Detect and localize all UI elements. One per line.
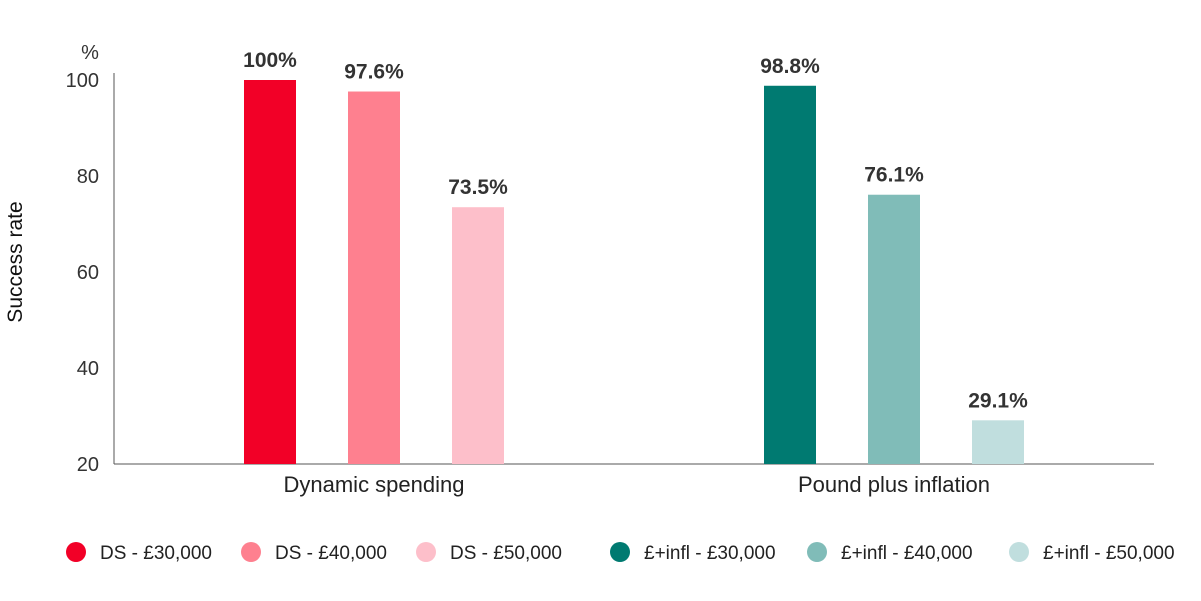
bar-value-label: 73.5% xyxy=(448,176,508,199)
data-labels: 100% 97.6% 73.5% 98.8% 76.1% 29.1% xyxy=(243,49,1028,412)
legend-label: £+infl - £50,000 xyxy=(1043,543,1175,564)
category-labels: Dynamic spending Pound plus inflation xyxy=(284,472,991,497)
category-label: Pound plus inflation xyxy=(798,472,990,497)
bar-value-label: 29.1% xyxy=(968,389,1028,412)
y-axis-title: Success rate xyxy=(4,201,27,322)
y-tick-label: 100 xyxy=(66,70,99,92)
bar-0-1 xyxy=(348,91,400,465)
legend-label: DS - £30,000 xyxy=(100,543,212,564)
legend-swatch xyxy=(1009,542,1029,562)
legend-label: DS - £50,000 xyxy=(450,543,562,564)
bars xyxy=(244,80,1024,465)
legend-swatch xyxy=(241,542,261,562)
y-tick-label: 60 xyxy=(77,262,99,284)
y-tick-label: 40 xyxy=(77,358,99,380)
bar-1-0 xyxy=(764,85,816,464)
legend-swatch xyxy=(66,542,86,562)
bar-value-label: 97.6% xyxy=(344,61,404,84)
y-tick-label: 80 xyxy=(77,166,99,188)
bar-1-2 xyxy=(972,420,1024,464)
y-axis-ticks: 20 40 60 80 100 xyxy=(66,70,99,476)
legend-swatch xyxy=(416,542,436,562)
bar-0-0 xyxy=(244,80,296,464)
bar-1-1 xyxy=(868,194,920,464)
bar-0-2 xyxy=(452,207,504,464)
legend-swatch xyxy=(610,542,630,562)
bar-value-label: 98.8% xyxy=(760,55,820,78)
bar-value-label: 76.1% xyxy=(864,164,924,187)
y-axis-unit-label: % xyxy=(81,42,99,64)
legend-label: DS - £40,000 xyxy=(275,543,387,564)
legend-label: £+infl - £30,000 xyxy=(644,543,776,564)
bar-value-label: 100% xyxy=(243,49,297,72)
legend-swatch xyxy=(807,542,827,562)
legend: DS - £30,000 DS - £40,000 DS - £50,000 £+in… xyxy=(66,542,1175,564)
y-tick-label: 20 xyxy=(77,454,99,476)
legend-label: £+infl - £40,000 xyxy=(841,543,973,564)
category-label: Dynamic spending xyxy=(284,472,465,497)
